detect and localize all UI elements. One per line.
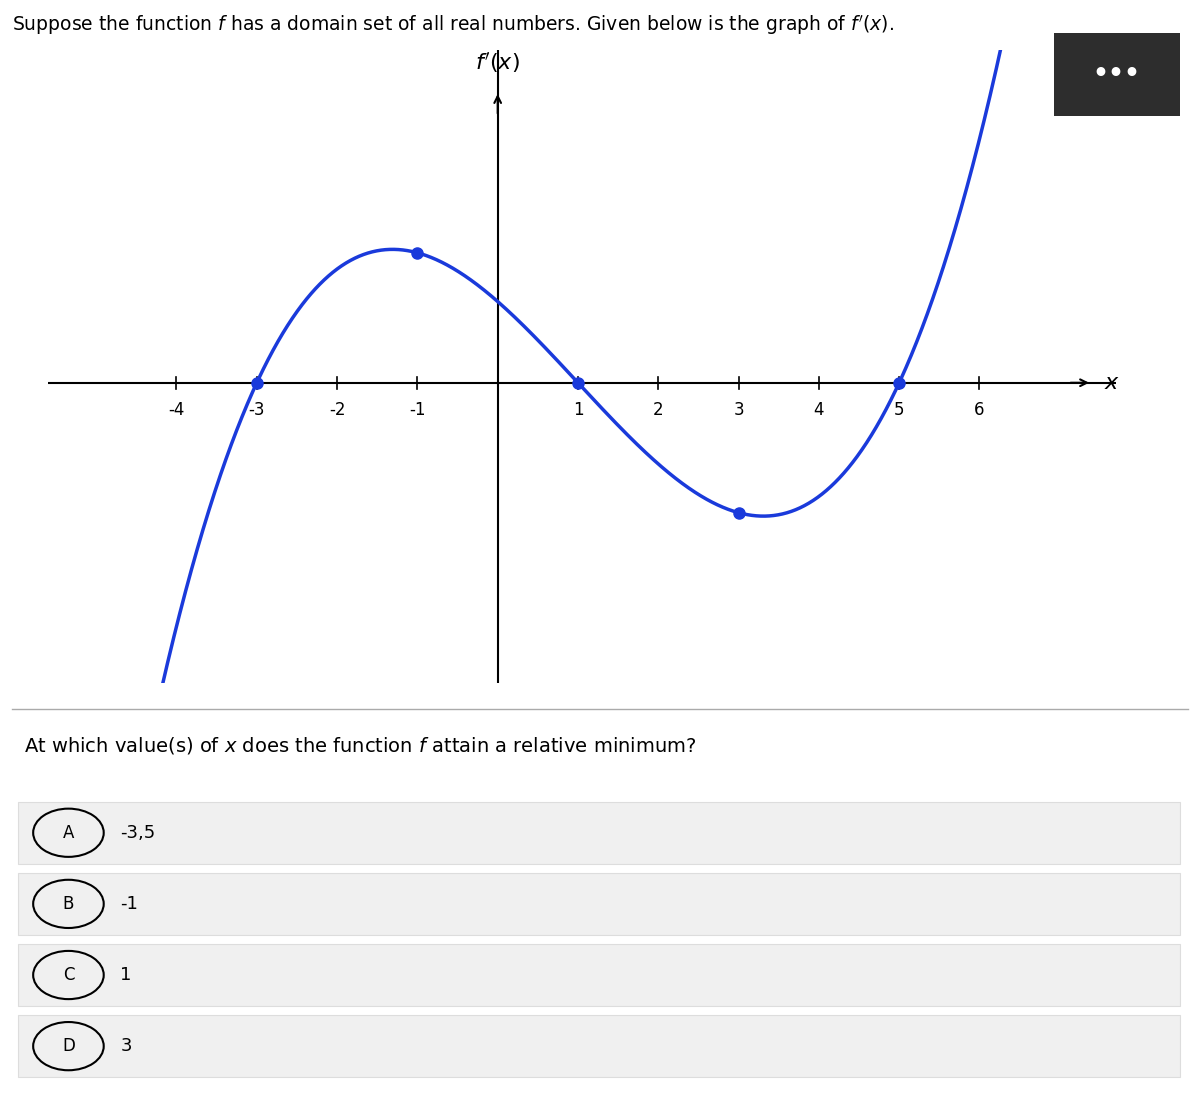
Text: -2: -2 [329,401,346,419]
Text: $f'(x)$: $f'(x)$ [475,50,520,75]
Text: At which value(s) of $x$ does the function $f$ attain a relative minimum?: At which value(s) of $x$ does the functi… [24,735,696,756]
Text: 3: 3 [733,401,744,419]
Text: 1: 1 [120,966,132,984]
Text: 4: 4 [814,401,824,419]
Text: D: D [62,1037,74,1055]
Text: 3: 3 [120,1037,132,1055]
Text: A: A [62,824,74,842]
Text: 5: 5 [894,401,905,419]
Text: -1: -1 [120,895,138,913]
Text: 6: 6 [974,401,985,419]
Text: -3,5: -3,5 [120,824,156,842]
Text: •••: ••• [1092,63,1140,86]
FancyBboxPatch shape [18,1015,1180,1077]
Text: -4: -4 [168,401,185,419]
FancyBboxPatch shape [18,802,1180,864]
Text: $x$: $x$ [1104,373,1120,393]
Text: -3: -3 [248,401,265,419]
FancyBboxPatch shape [18,944,1180,1006]
Text: 1: 1 [572,401,583,419]
FancyBboxPatch shape [18,873,1180,935]
Text: -1: -1 [409,401,426,419]
Text: B: B [62,895,74,913]
Text: Suppose the function $f$ has a domain set of all real numbers. Given below is th: Suppose the function $f$ has a domain se… [12,13,894,36]
Text: 2: 2 [653,401,664,419]
Text: C: C [62,966,74,984]
